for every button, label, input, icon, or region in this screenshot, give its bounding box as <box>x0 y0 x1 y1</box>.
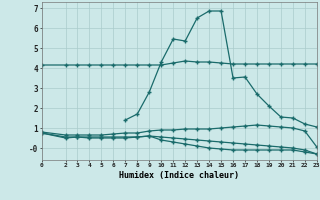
X-axis label: Humidex (Indice chaleur): Humidex (Indice chaleur) <box>119 171 239 180</box>
